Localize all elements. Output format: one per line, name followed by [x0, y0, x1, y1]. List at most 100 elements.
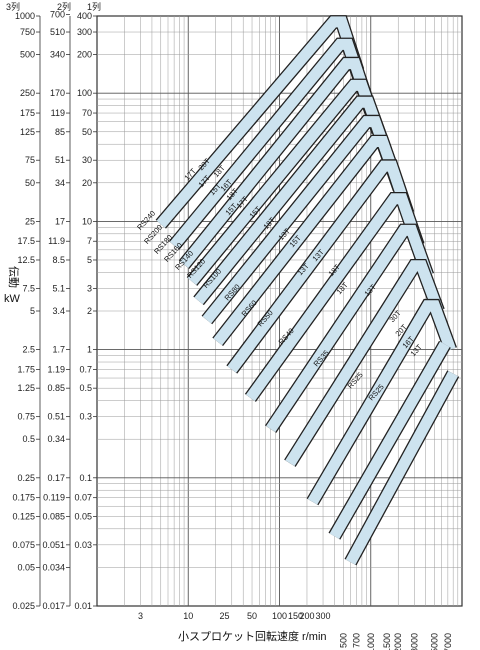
y-tick-label-1row: 7: [87, 236, 92, 246]
y-tick-label-3row: 1000: [15, 11, 35, 21]
x-tick-label: 3000: [409, 633, 419, 650]
y-tick-label-2row: 85: [55, 127, 65, 137]
y-tick-label-2row: 170: [50, 88, 65, 98]
y-tick-label-1row: 0.07: [74, 493, 92, 503]
column-header-3row: 3列: [6, 1, 20, 12]
y-tick-label-1row: 70: [82, 108, 92, 118]
y-tick-label-2row: 0.51: [47, 412, 65, 422]
y-tick-label-3row: 0.75: [17, 412, 35, 422]
y-tick-label-1row: 10: [82, 216, 92, 226]
y-tick-label-2row: 34: [55, 178, 65, 188]
y-tick-label-1row: 20: [82, 178, 92, 188]
y-tick-label-3row: 500: [20, 50, 35, 60]
x-tick-label: 1500: [382, 633, 392, 650]
y-tick-label-1row: 2: [87, 306, 92, 316]
y-tick-label-2row: 8.5: [52, 255, 65, 265]
y-tick-label-1row: 0.05: [74, 511, 92, 521]
y-tick-label-2row: 3.4: [52, 306, 65, 316]
x-tick-label: 10: [183, 611, 193, 621]
y-axis-title-main: 伝動: [7, 266, 21, 288]
band-fill-rs80: [227, 160, 414, 373]
y-tick-label-2row: 0.085: [42, 511, 65, 521]
y-tick-label-2row: 0.34: [47, 434, 65, 444]
y-tick-label-1row: 0.1: [79, 473, 92, 483]
y-tick-label-3row: 750: [20, 27, 35, 37]
x-tick-label: 1000: [366, 633, 376, 650]
y-tick-label-3row: 0.125: [12, 511, 35, 521]
y-tick-label-3row: 0.025: [12, 601, 35, 611]
y-tick-label-1row: 1: [87, 345, 92, 355]
y-tick-label-2row: 0.17: [47, 473, 65, 483]
y-tick-label-3row: 75: [25, 155, 35, 165]
band-fill-rs50: [266, 224, 433, 433]
x-tick-label: 500: [338, 633, 348, 648]
y-tick-label-3row: 5: [30, 306, 35, 316]
y-tick-label-2row: 11.9: [48, 236, 65, 246]
x-tick-label: 25: [220, 611, 230, 621]
x-tick-label: 5000: [430, 633, 440, 650]
y-tick-label-1row: 30: [82, 155, 92, 165]
y-tick-label-3row: 7.5: [22, 283, 35, 293]
y-tick-label-2row: 1.7: [52, 345, 65, 355]
y-tick-label-3row: 0.175: [12, 493, 35, 503]
y-tick-label-1row: 5: [87, 255, 92, 265]
x-tick-label: 7000: [443, 633, 453, 650]
y-tick-label-1row: 0.3: [79, 412, 92, 422]
x-tick-label: 700: [352, 633, 362, 648]
x-tick-label: 150: [288, 611, 303, 621]
y-tick-label-2row: 0.051: [42, 540, 65, 550]
column-header-2row: 2列: [57, 1, 71, 12]
y-tick-label-2row: 1.19: [47, 364, 65, 374]
y-tick-label-3row: 0.05: [17, 562, 35, 572]
y-tick-label-1row: 0.03: [74, 540, 92, 550]
x-tick-label: 3: [138, 611, 143, 621]
y-tick-label-2row: 0.017: [42, 601, 65, 611]
y-tick-label-2row: 51: [55, 155, 65, 165]
band-fill-rs60: [245, 193, 424, 402]
series-bands: [155, 15, 460, 566]
y-tick-label-3row: 25: [25, 216, 35, 226]
y-tick-label-2row: 17: [55, 216, 65, 226]
y-tick-label-2row: 340: [50, 50, 65, 60]
band-fill-rs40: [285, 260, 444, 467]
y-tick-label-2row: 119: [51, 108, 65, 118]
y-tick-label-1row: 0.7: [79, 364, 92, 374]
x-tick-label: 200: [299, 611, 314, 621]
y-tick-label-2row: 700: [50, 9, 65, 19]
y-tick-label-3row: 250: [20, 88, 35, 98]
y-tick-label-3row: 2.5: [22, 345, 35, 355]
y-tick-label-2row: 0.85: [47, 383, 65, 393]
y-tick-label-3row: 1.75: [17, 364, 35, 374]
y-tick-label-2row: 5.1: [52, 283, 65, 293]
y-tick-label-3row: 125: [20, 127, 35, 137]
y-tick-label-3row: 1.25: [17, 383, 35, 393]
y-tick-label-2row: 0.119: [43, 493, 65, 503]
y-tick-label-1row: 100: [77, 88, 92, 98]
y-tick-label-2row: 510: [50, 27, 65, 37]
y-tick-label-3row: 17.5: [17, 236, 35, 246]
y-tick-label-2row: 0.034: [42, 562, 65, 572]
y-tick-label-1row: 50: [82, 127, 92, 137]
y-tick-label-1row: 3: [87, 283, 92, 293]
y-axis-tick-labels: 0.01 0.03 0.05 0.07 0.1 0.3 0.5 0.7 1 2 3 5 7 10 20 30 5…: [12, 9, 97, 611]
y-tick-label-1row: 400: [77, 11, 92, 21]
y-tick-label-3row: 0.075: [12, 540, 35, 550]
x-tick-label: 100: [272, 611, 287, 621]
y-tick-label-1row: 300: [77, 27, 92, 37]
band-fill-rs35: [307, 300, 456, 505]
y-tick-label-1row: 0.01: [74, 601, 92, 611]
band-fill-rs25: [345, 370, 459, 565]
y-axis-title-unit: kW: [4, 293, 21, 305]
column-header-1row: 1列: [87, 1, 101, 12]
y-tick-label-1row: 200: [77, 50, 92, 60]
y-tick-label-3row: 12.5: [17, 255, 35, 265]
x-axis-title: 小スプロケット回転速度 r/min: [178, 629, 327, 643]
y-tick-label-3row: 0.25: [17, 473, 35, 483]
x-tick-label: 2000: [393, 633, 403, 650]
y-tick-label-3row: 0.5: [22, 434, 35, 444]
y-tick-label-1row: 0.5: [79, 383, 92, 393]
y-tick-label-3row: 50: [25, 178, 35, 188]
x-tick-label: 50: [247, 611, 257, 621]
